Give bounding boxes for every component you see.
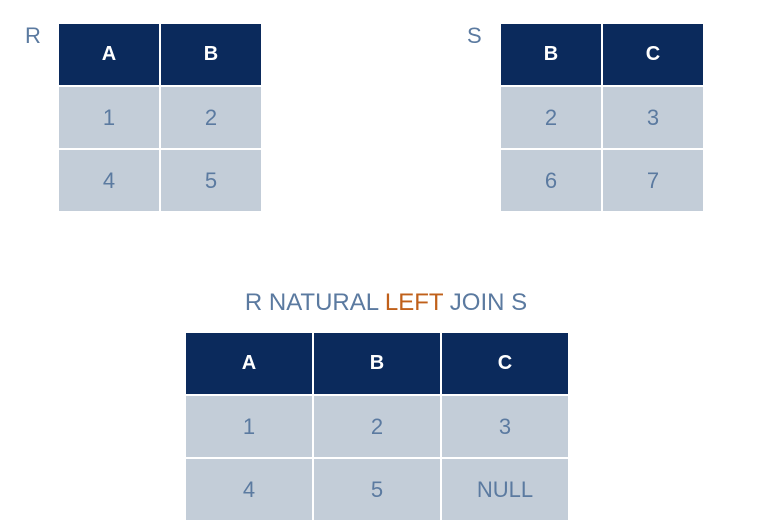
table-row: 4 5 — [59, 150, 261, 211]
column-header: B — [501, 24, 601, 85]
result-table: A B C 1 2 3 4 5 NULL — [184, 331, 570, 522]
table-cell: 1 — [59, 87, 159, 148]
column-header: A — [186, 333, 312, 394]
column-header: C — [442, 333, 568, 394]
table-row: 1 2 — [59, 87, 261, 148]
table-row: 1 2 3 — [186, 396, 568, 457]
table-header-row: A B C — [186, 333, 568, 394]
column-header: B — [161, 24, 261, 85]
table-cell: 5 — [314, 459, 440, 520]
table-cell: NULL — [442, 459, 568, 520]
result-title-prefix: R NATURAL — [244, 289, 385, 316]
table-cell: 2 — [501, 87, 601, 148]
relation-s-table: B C 2 3 6 7 — [499, 22, 705, 213]
relation-r-label: R — [25, 23, 41, 48]
table-cell: 1 — [186, 396, 312, 457]
table-cell: 4 — [59, 150, 159, 211]
result-title-keyword: LEFT — [384, 289, 444, 316]
relation-s-label: S — [467, 23, 482, 48]
table-cell: 2 — [314, 396, 440, 457]
table-row: 4 5 NULL — [186, 459, 568, 520]
table-row: 6 7 — [501, 150, 703, 211]
table-header-row: A B — [59, 24, 261, 85]
column-header: A — [59, 24, 159, 85]
table-header-row: B C — [501, 24, 703, 85]
table-cell: 5 — [161, 150, 261, 211]
column-header: C — [603, 24, 703, 85]
result-title: R NATURAL LEFT JOIN S — [0, 291, 772, 315]
column-header: B — [314, 333, 440, 394]
result-title-suffix: JOIN S — [443, 289, 528, 316]
table-cell: 3 — [603, 87, 703, 148]
relation-r-table: A B 1 2 4 5 — [57, 22, 263, 213]
table-cell: 4 — [186, 459, 312, 520]
table-cell: 7 — [603, 150, 703, 211]
table-cell: 3 — [442, 396, 568, 457]
table-cell: 2 — [161, 87, 261, 148]
table-row: 2 3 — [501, 87, 703, 148]
table-cell: 6 — [501, 150, 601, 211]
